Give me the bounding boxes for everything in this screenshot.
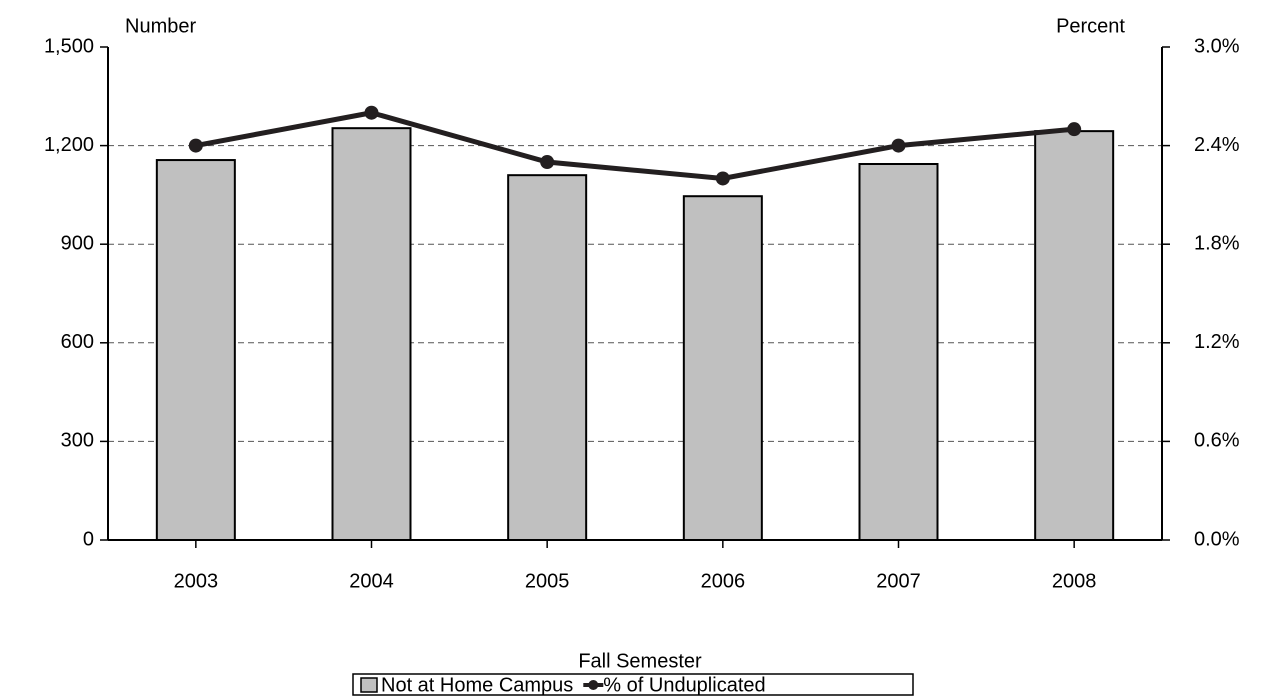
legend-box <box>352 673 914 696</box>
x-tick-label: 2006 <box>701 570 746 592</box>
bar <box>682 195 763 541</box>
x-tick-label: 2003 <box>174 570 219 592</box>
bar <box>507 174 588 541</box>
legend-label: % of Unduplicated <box>603 674 765 696</box>
x-tick-label: 2005 <box>525 570 570 592</box>
y2-tick-label: 1.2% <box>1194 331 1240 353</box>
line-marker <box>540 155 555 170</box>
x-tick-label: 2004 <box>349 570 394 592</box>
y-tick-label: 0 <box>83 528 94 550</box>
bar <box>1034 130 1115 541</box>
y-axis-label: Number <box>125 15 196 37</box>
line <box>195 110 1075 181</box>
bar <box>858 163 939 541</box>
y2-tick-label: 0.6% <box>1194 430 1240 452</box>
y-tick-label: 1,500 <box>44 35 94 57</box>
y-tick-label: 300 <box>61 430 94 452</box>
line-marker <box>188 138 203 153</box>
legend-swatch <box>360 677 378 693</box>
line-marker <box>1067 122 1082 137</box>
y-tick-label: 1,200 <box>44 134 94 156</box>
line-marker <box>715 171 730 186</box>
bar <box>331 127 412 541</box>
legend-label: Not at Home Campus <box>381 674 573 696</box>
legend-marker <box>588 680 599 690</box>
x-tick-label: 2008 <box>1052 570 1097 592</box>
y-tick-label: 900 <box>61 232 94 254</box>
y2-tick-label: 3.0% <box>1194 35 1240 57</box>
x-axis-label: Fall Semester <box>578 650 702 672</box>
y2-tick-label: 2.4% <box>1194 134 1240 156</box>
line-marker <box>891 138 906 153</box>
y2-tick-label: 1.8% <box>1194 232 1240 254</box>
y-tick-label: 600 <box>61 331 94 353</box>
bar <box>155 159 236 541</box>
y2-tick-label: 0.0% <box>1194 528 1240 550</box>
x-tick-label: 2007 <box>876 570 921 592</box>
y2-axis-label: Percent <box>1056 15 1125 37</box>
line-marker <box>364 105 379 120</box>
